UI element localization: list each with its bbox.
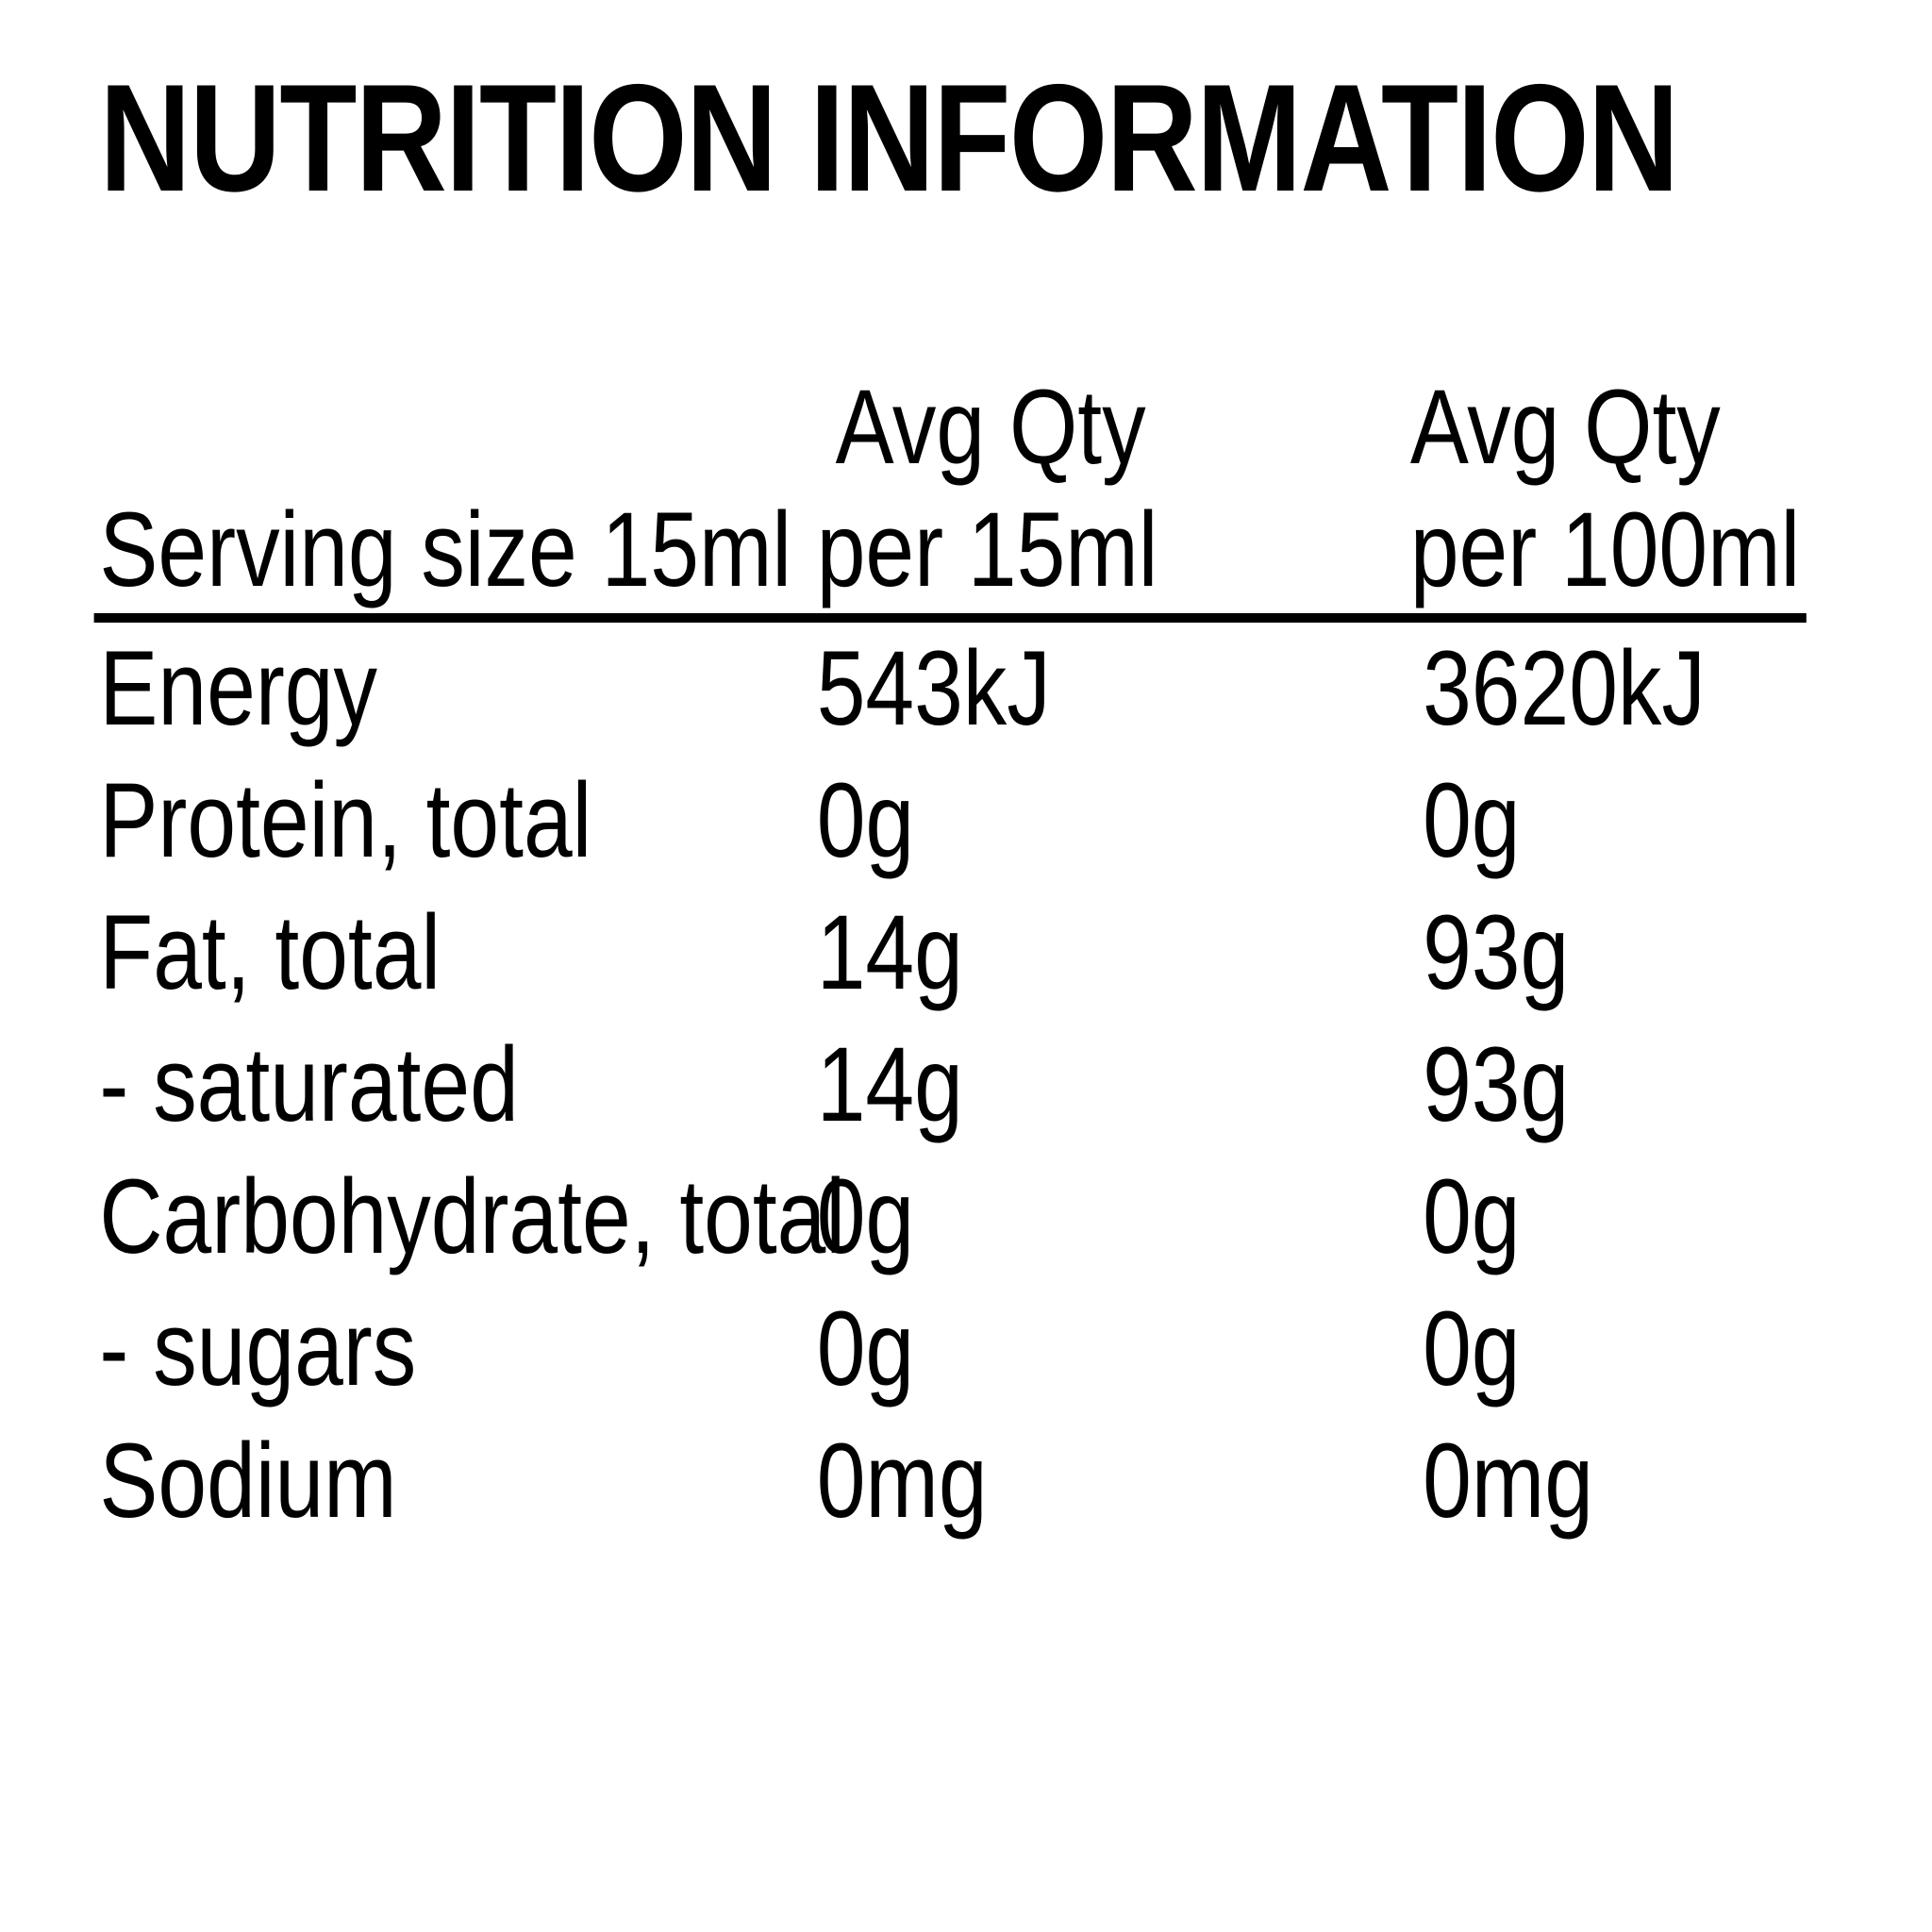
label-content: NUTRITION INFORMATION Avg Qty Avg Qty Se…	[0, 53, 1932, 1547]
column-header-avg-qty-15ml: Avg Qty	[835, 368, 1146, 487]
nutrient-label: Energy	[99, 629, 377, 748]
column-header-avg-qty-100ml: Avg Qty	[1409, 368, 1721, 487]
value-per-100ml: 93g	[1423, 1025, 1570, 1144]
table-row: Fat, total 14g 93g	[0, 887, 1932, 1019]
value-per-100ml: 3620kJ	[1423, 629, 1706, 748]
nutrient-label: - sugars	[99, 1290, 417, 1408]
header-underline	[93, 613, 1807, 624]
value-per-15ml: 543kJ	[816, 629, 1051, 748]
table-row: - saturated 14g 93g	[0, 1019, 1932, 1151]
header-spacer	[99, 368, 816, 486]
value-per-15ml: 0mg	[816, 1422, 988, 1541]
nutrient-label: - saturated	[99, 1025, 519, 1144]
table-header-row-1: Avg Qty Avg Qty	[0, 368, 1932, 486]
value-per-15ml: 14g	[816, 893, 963, 1012]
table-row: Sodium 0mg 0mg	[0, 1415, 1932, 1547]
nutrient-label: Protein, total	[99, 761, 592, 880]
value-per-100ml: 0g	[1423, 1158, 1521, 1276]
table-row: Carbohydrate, total 0g 0g	[0, 1151, 1932, 1283]
nutrient-label: Carbohydrate, total	[99, 1158, 846, 1276]
value-per-15ml: 0g	[816, 761, 915, 880]
table-header-row-2: Serving size 15ml per 15ml per 100ml	[0, 486, 1932, 613]
value-per-15ml: 0g	[816, 1158, 915, 1276]
column-header-serving-size: Serving size 15ml	[99, 491, 792, 609]
column-header-per-15ml: per 15ml	[816, 491, 1158, 609]
table-row: Protein, total 0g 0g	[0, 755, 1932, 887]
table-row: - sugars 0g 0g	[0, 1283, 1932, 1415]
value-per-100ml: 93g	[1423, 893, 1570, 1012]
page-title: NUTRITION INFORMATION	[99, 53, 1679, 224]
nutrient-label: Sodium	[99, 1422, 397, 1541]
value-per-100ml: 0g	[1423, 761, 1521, 880]
nutrient-label: Fat, total	[99, 893, 441, 1012]
nutrition-table: Avg Qty Avg Qty Serving size 15ml per 15…	[0, 368, 1932, 1547]
value-per-100ml: 0g	[1423, 1290, 1521, 1408]
table-row: Energy 543kJ 3620kJ	[0, 623, 1932, 755]
value-per-100ml: 0mg	[1423, 1422, 1593, 1541]
column-header-per-100ml: per 100ml	[1409, 491, 1801, 609]
value-per-15ml: 0g	[816, 1290, 915, 1408]
value-per-15ml: 14g	[816, 1025, 963, 1144]
